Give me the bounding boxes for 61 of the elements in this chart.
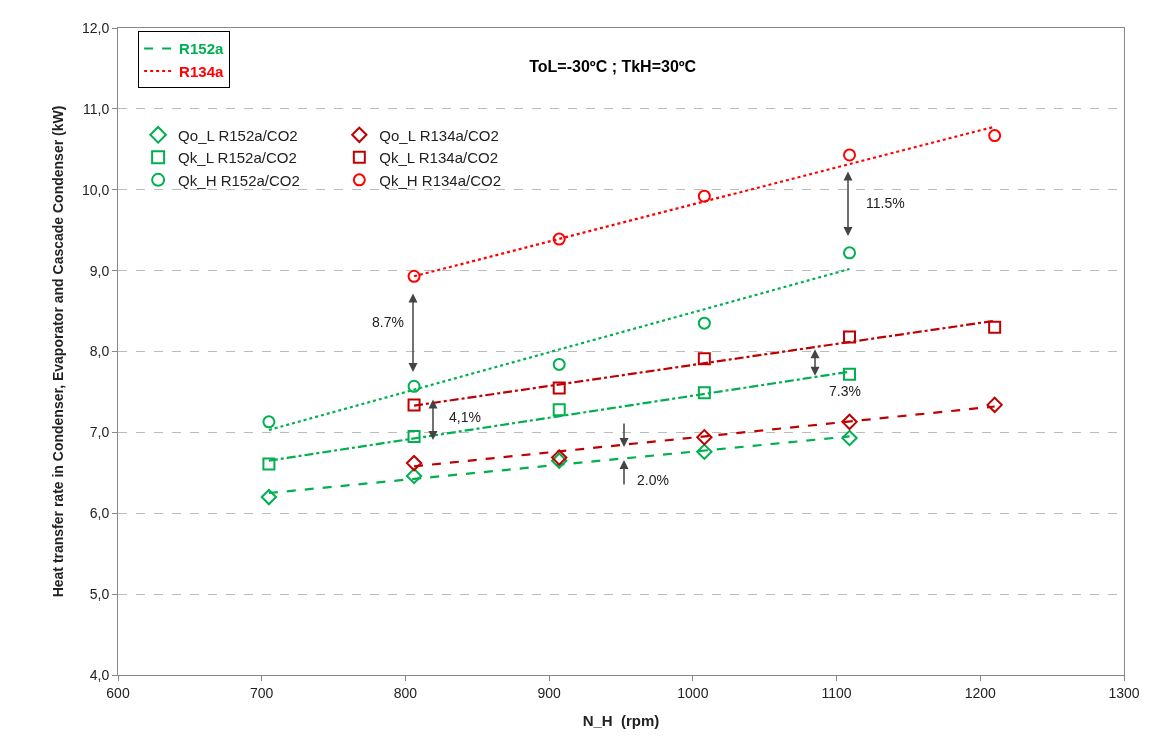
x-tick-label: 1100	[821, 684, 852, 701]
point	[697, 316, 711, 330]
x-tick-label: 700	[250, 684, 274, 701]
y-tick-label: 6,0	[89, 505, 110, 522]
point	[696, 443, 713, 460]
point	[262, 457, 276, 471]
text: ToL=-30ºC ; TkH=30ºC	[529, 57, 697, 75]
y-tick-label: 7,0	[89, 424, 110, 441]
y-axis-title: Heat transfer rate in Condenser, Evaporator and Cascade Condenser (kW)	[49, 105, 66, 598]
point	[407, 379, 421, 393]
point	[260, 488, 278, 506]
point	[407, 398, 421, 412]
point	[262, 415, 276, 429]
point	[843, 246, 857, 260]
y-tick-label: 8,0	[89, 343, 110, 360]
y-tick-label: 11,0	[82, 100, 110, 117]
annotation: 7.3%	[829, 383, 861, 399]
y-tick-label: 5,0	[89, 586, 110, 603]
annotation: 4,1%	[449, 409, 481, 425]
point	[841, 429, 858, 447]
point	[405, 467, 423, 485]
point	[697, 189, 711, 203]
y-tick-label: 4,0	[89, 666, 110, 683]
legend-label: R152a	[179, 40, 224, 58]
point	[552, 381, 566, 395]
point	[552, 357, 566, 371]
x-tick-label: 800	[393, 684, 418, 701]
legend-label: Qk_L R152a/CO2	[178, 149, 297, 167]
point	[841, 413, 858, 431]
point	[405, 454, 423, 472]
legend-label: R134a	[179, 62, 224, 80]
point	[986, 396, 1003, 414]
point	[552, 403, 566, 417]
annotation: 11.5%	[866, 195, 905, 211]
point	[843, 148, 857, 162]
point	[407, 269, 421, 283]
legend-label: Qo_L R152a/CO2	[178, 126, 298, 144]
x-axis-title: N_H (rpm)	[582, 711, 660, 729]
point	[407, 429, 421, 443]
x-tick-label: 600	[106, 684, 130, 701]
x-tick-label: 1200	[964, 684, 997, 701]
annotation: 2.0%	[637, 472, 669, 488]
x-tick-label: 1000	[677, 684, 709, 701]
y-tick-label: 9,0	[89, 262, 110, 279]
point	[696, 429, 713, 446]
point	[988, 320, 1002, 334]
point	[843, 330, 857, 344]
x-tick-label: 1300	[1108, 684, 1140, 701]
legend-label: Qk_H R134a/CO2	[379, 171, 502, 189]
legend-label: Qo_L R134a/CO2	[379, 126, 499, 144]
point	[697, 386, 711, 400]
legend-label: Qk_H R152a/CO2	[178, 171, 300, 189]
point	[843, 367, 857, 381]
y-tick-label: 12,0	[81, 19, 110, 36]
point	[697, 352, 711, 366]
y-tick-label: 10,0	[81, 181, 110, 198]
point	[988, 129, 1002, 143]
legend-label: Qk_L R134a/CO2	[379, 149, 499, 167]
x-tick-label: 900	[537, 684, 562, 701]
point	[552, 232, 566, 246]
annotation: 8.7%	[372, 314, 404, 330]
